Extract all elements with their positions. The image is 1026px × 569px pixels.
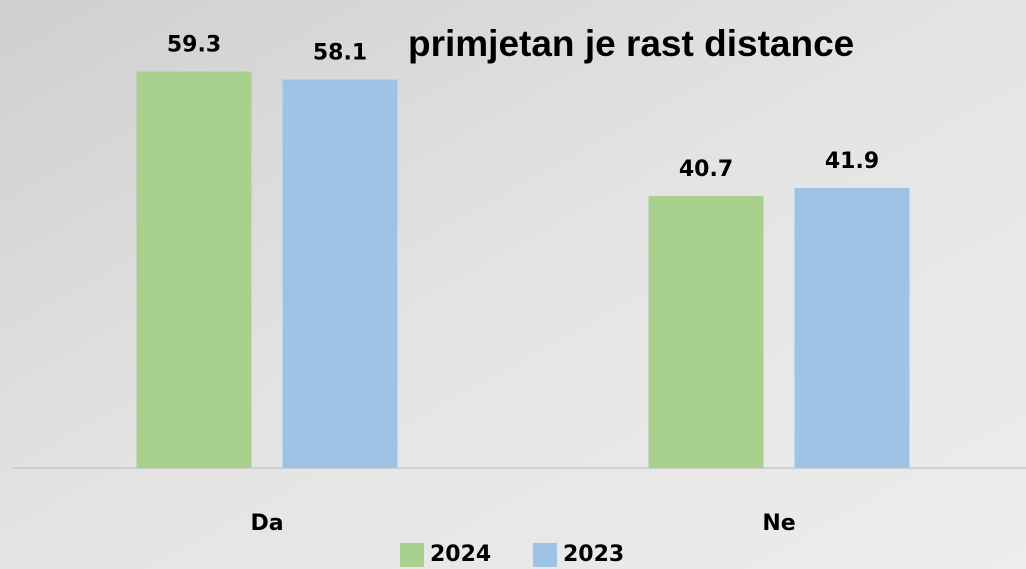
x-tick-label: Ne <box>762 511 795 536</box>
legend-label: 2024 <box>430 542 491 567</box>
bar <box>282 79 398 468</box>
bar <box>648 195 764 469</box>
legend-label: 2023 <box>563 542 624 567</box>
legend-swatch <box>400 543 424 567</box>
chart-title: primjetan je rast distance <box>408 23 854 64</box>
bar <box>794 187 910 468</box>
legend-swatch <box>533 543 557 567</box>
bar <box>136 71 252 468</box>
data-label: 59.3 <box>167 33 221 58</box>
data-label: 40.7 <box>679 157 733 182</box>
data-label: 58.1 <box>313 41 367 66</box>
data-label: 41.9 <box>825 149 879 174</box>
x-tick-label: Da <box>250 511 283 536</box>
